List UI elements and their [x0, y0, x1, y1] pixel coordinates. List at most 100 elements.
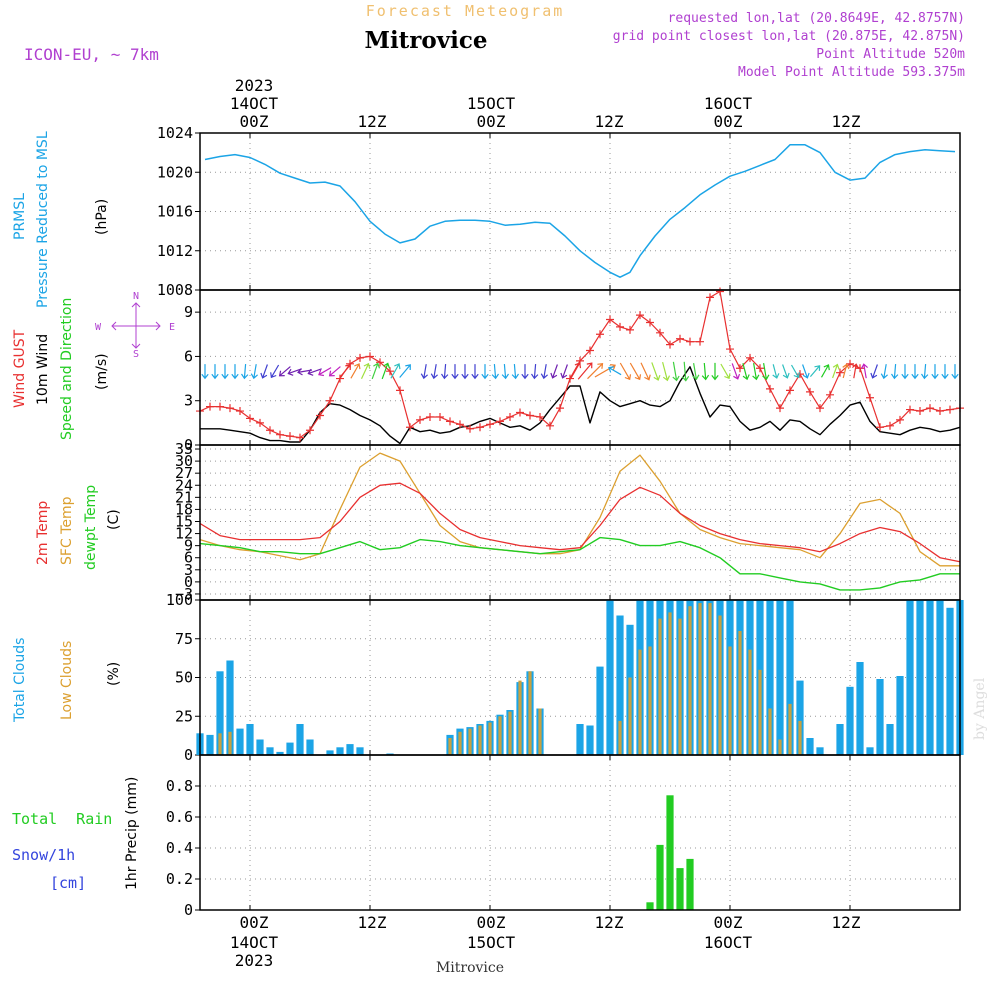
total-cloud-bar	[296, 724, 304, 755]
wind-arrow	[701, 362, 710, 381]
low-cloud-bar	[448, 738, 452, 755]
low-cloud-bar	[738, 631, 742, 755]
pressure-ytick-label: 1008	[157, 281, 193, 299]
compass-s: S	[133, 349, 139, 360]
bottom-tick-label: 00Z	[477, 913, 506, 932]
gust-marker	[826, 390, 834, 399]
total-cloud-bar	[876, 679, 884, 755]
total-cloud-bar	[256, 739, 264, 755]
precip-label-2: Snow/1h	[12, 846, 75, 864]
wind-arrow	[569, 362, 582, 380]
wind-arrow	[820, 364, 830, 378]
total-cloud-bar	[896, 676, 904, 755]
gust-marker	[386, 367, 394, 376]
total-cloud-bar	[946, 607, 954, 756]
gust-marker	[436, 412, 444, 421]
wind-arrow	[420, 364, 429, 380]
wind-arrow	[681, 361, 690, 382]
top-tick-label: 12Z	[358, 112, 387, 131]
total-cloud-bar	[796, 680, 804, 755]
gust-marker	[866, 393, 874, 402]
wind-arrow	[511, 364, 519, 380]
temperature-ytick-label: 9	[184, 537, 193, 555]
precip-frame	[199, 754, 961, 911]
wind-arrow	[629, 362, 642, 381]
gust-marker	[456, 420, 464, 429]
gust-marker	[636, 311, 644, 320]
top-tick-label: 00Z	[240, 112, 269, 131]
wind-arrow	[461, 364, 469, 380]
low-cloud-bar	[678, 618, 682, 755]
wind-arrow	[880, 364, 889, 380]
wind-arrow	[951, 364, 959, 380]
gust-marker	[656, 328, 664, 337]
wind-arrow	[772, 364, 780, 379]
bottom-tick-label: 12Z	[832, 913, 861, 932]
low-cloud-bar	[788, 703, 792, 755]
wind-arrow	[891, 364, 899, 380]
gust-marker	[696, 337, 704, 346]
gust-marker	[266, 426, 274, 435]
wind-arrow	[851, 363, 860, 379]
wind-arrow	[842, 363, 850, 379]
gust-marker	[596, 330, 604, 339]
rain-bar	[646, 902, 654, 911]
top-day-2: 15OCT	[467, 94, 516, 113]
top-day-3: 16OCT	[704, 94, 753, 113]
rain-bar	[676, 868, 684, 910]
wind-arrow	[318, 367, 332, 377]
low-cloud-bar	[748, 649, 752, 755]
rain-bar	[686, 858, 694, 910]
wind-arrow	[782, 364, 790, 379]
wind-arrow	[692, 362, 700, 381]
top-tick-label: 12Z	[832, 112, 861, 131]
total-cloud-bar	[206, 734, 214, 755]
gust-marker	[446, 417, 454, 426]
gust-marker	[246, 414, 254, 423]
low-cloud-bar	[688, 606, 692, 755]
total-cloud-bar	[886, 724, 894, 755]
precip-ytick-label: 0.8	[166, 777, 193, 795]
gust-marker	[296, 433, 304, 442]
gust-marker	[766, 384, 774, 393]
low-cloud-bar	[508, 711, 512, 755]
temperature-ytick-label: 30	[175, 452, 193, 470]
low-cloud-bar	[648, 646, 652, 755]
temperature-ytick-label: 0	[184, 573, 193, 591]
wind-arrow	[672, 361, 680, 382]
gust-marker	[476, 423, 484, 432]
total-cloud-bar	[606, 600, 614, 755]
low-cloud-bar	[708, 603, 712, 755]
low-cloud-bar	[718, 615, 722, 755]
bottom-tick-label: 12Z	[595, 913, 624, 932]
bottom-location: Mitrovice	[436, 960, 504, 976]
gust-marker	[526, 411, 534, 420]
low-cloud-bar	[488, 722, 492, 755]
wind-arrow	[270, 364, 280, 379]
wind-arrow	[371, 362, 381, 380]
requested-coords: requested lon,lat (20.8649E, 42.8757N)	[668, 11, 965, 26]
wind-arrow	[809, 365, 821, 377]
low-cloud-bar	[668, 612, 672, 755]
total-cloud-bar	[616, 615, 624, 755]
temperature-ytick-label: 21	[175, 488, 193, 506]
compass-rose	[111, 302, 161, 349]
compass-n: N	[133, 291, 139, 302]
total-cloud-bar	[936, 600, 944, 755]
gust-marker	[926, 404, 934, 413]
wind-arrow	[870, 364, 878, 379]
product-title: Forecast Meteogram	[366, 2, 565, 20]
temperature-frame	[199, 444, 961, 601]
gust-marker	[646, 318, 654, 327]
gust-marker	[396, 386, 404, 395]
wind-arrow	[328, 366, 341, 377]
gust-marker	[486, 420, 494, 429]
wind-arrow	[911, 364, 919, 380]
total-cloud-bar	[586, 725, 594, 755]
temperature-ytick-label: −3	[175, 585, 193, 603]
wind-arrow	[860, 363, 869, 379]
wind-unit: (m/s)	[94, 353, 110, 390]
total-cloud-bar	[776, 600, 784, 755]
gust-marker	[256, 418, 264, 427]
gust-marker	[666, 340, 674, 349]
